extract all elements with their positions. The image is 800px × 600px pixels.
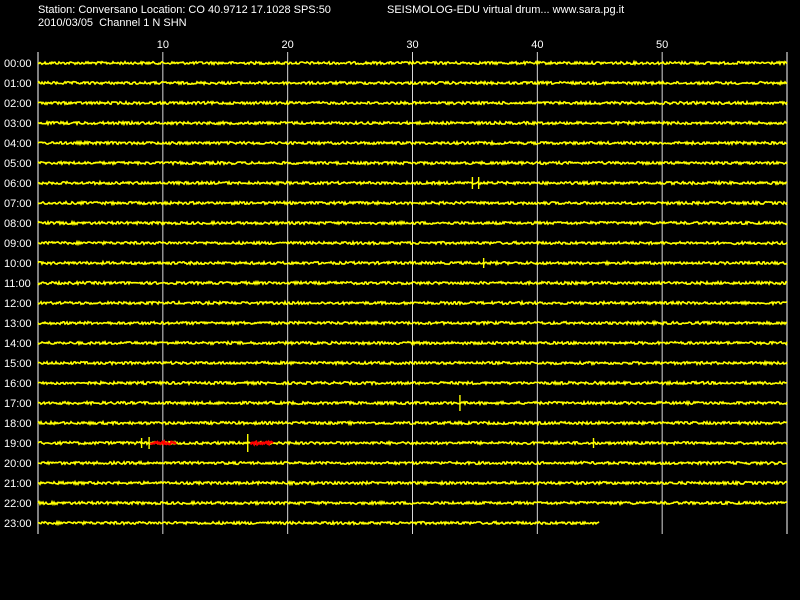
hour-label: 11:00: [4, 278, 31, 290]
x-tick-label: 40: [531, 39, 543, 51]
trace-line: [37, 399, 788, 407]
trace-line: [37, 339, 788, 347]
hour-label: 02:00: [4, 98, 32, 110]
trace-line: [37, 459, 788, 467]
hour-label: 17:00: [4, 398, 32, 410]
hour-label: 08:00: [4, 218, 32, 230]
hour-label: 22:00: [4, 498, 32, 510]
hour-label: 04:00: [4, 138, 32, 150]
trace-line: [37, 119, 788, 127]
hour-label: 14:00: [4, 338, 32, 350]
trace-line: [37, 99, 788, 107]
trace-line: [37, 59, 788, 67]
x-tick-label: 20: [282, 39, 294, 51]
trace-line: [37, 179, 788, 187]
hour-label: 12:00: [4, 298, 32, 310]
x-tick-label: 50: [656, 39, 668, 51]
trace-line: [38, 239, 788, 247]
trace-line: [37, 299, 788, 307]
trace-line: [37, 139, 787, 147]
trace-line: [37, 319, 787, 327]
trace-line: [37, 79, 788, 87]
x-tick-label: 30: [406, 39, 418, 51]
trace-line: [37, 359, 788, 367]
hour-label: 15:00: [4, 358, 32, 370]
hour-label: 10:00: [4, 258, 32, 270]
date-channel-info: 2010/03/05 Channel 1 N SHN: [38, 17, 187, 29]
app-title: SEISMOLOG-EDU virtual drum... www.sara.p…: [387, 4, 625, 16]
hour-label: 09:00: [4, 238, 32, 250]
trace-line: [37, 519, 600, 527]
hour-label: 05:00: [4, 158, 32, 170]
hour-label: 07:00: [4, 198, 32, 210]
hour-label: 19:00: [4, 438, 32, 450]
hour-label: 03:00: [4, 118, 32, 130]
station-info: Station: Conversano Location: CO 40.9712…: [38, 4, 331, 16]
trace-line: [37, 479, 788, 487]
hour-label: 01:00: [4, 78, 32, 90]
hour-label: 00:00: [4, 58, 32, 70]
trace-line: [37, 279, 788, 287]
hour-label: 18:00: [4, 418, 32, 430]
event-segment: [149, 439, 177, 447]
hour-label: 20:00: [4, 458, 32, 470]
trace-line: [37, 259, 788, 267]
x-tick-label: 10: [157, 39, 169, 51]
hour-label: 16:00: [4, 378, 32, 390]
hour-label: 21:00: [4, 478, 32, 490]
hour-label: 23:00: [4, 518, 32, 530]
trace-line: [37, 159, 788, 167]
hour-label: 06:00: [4, 178, 32, 190]
hour-label: 13:00: [4, 318, 32, 330]
trace-line: [37, 379, 788, 387]
trace-line: [37, 419, 788, 427]
trace-line: [37, 199, 788, 207]
trace-line: [37, 219, 788, 227]
event-segment: [249, 439, 274, 447]
trace-line: [37, 499, 788, 507]
